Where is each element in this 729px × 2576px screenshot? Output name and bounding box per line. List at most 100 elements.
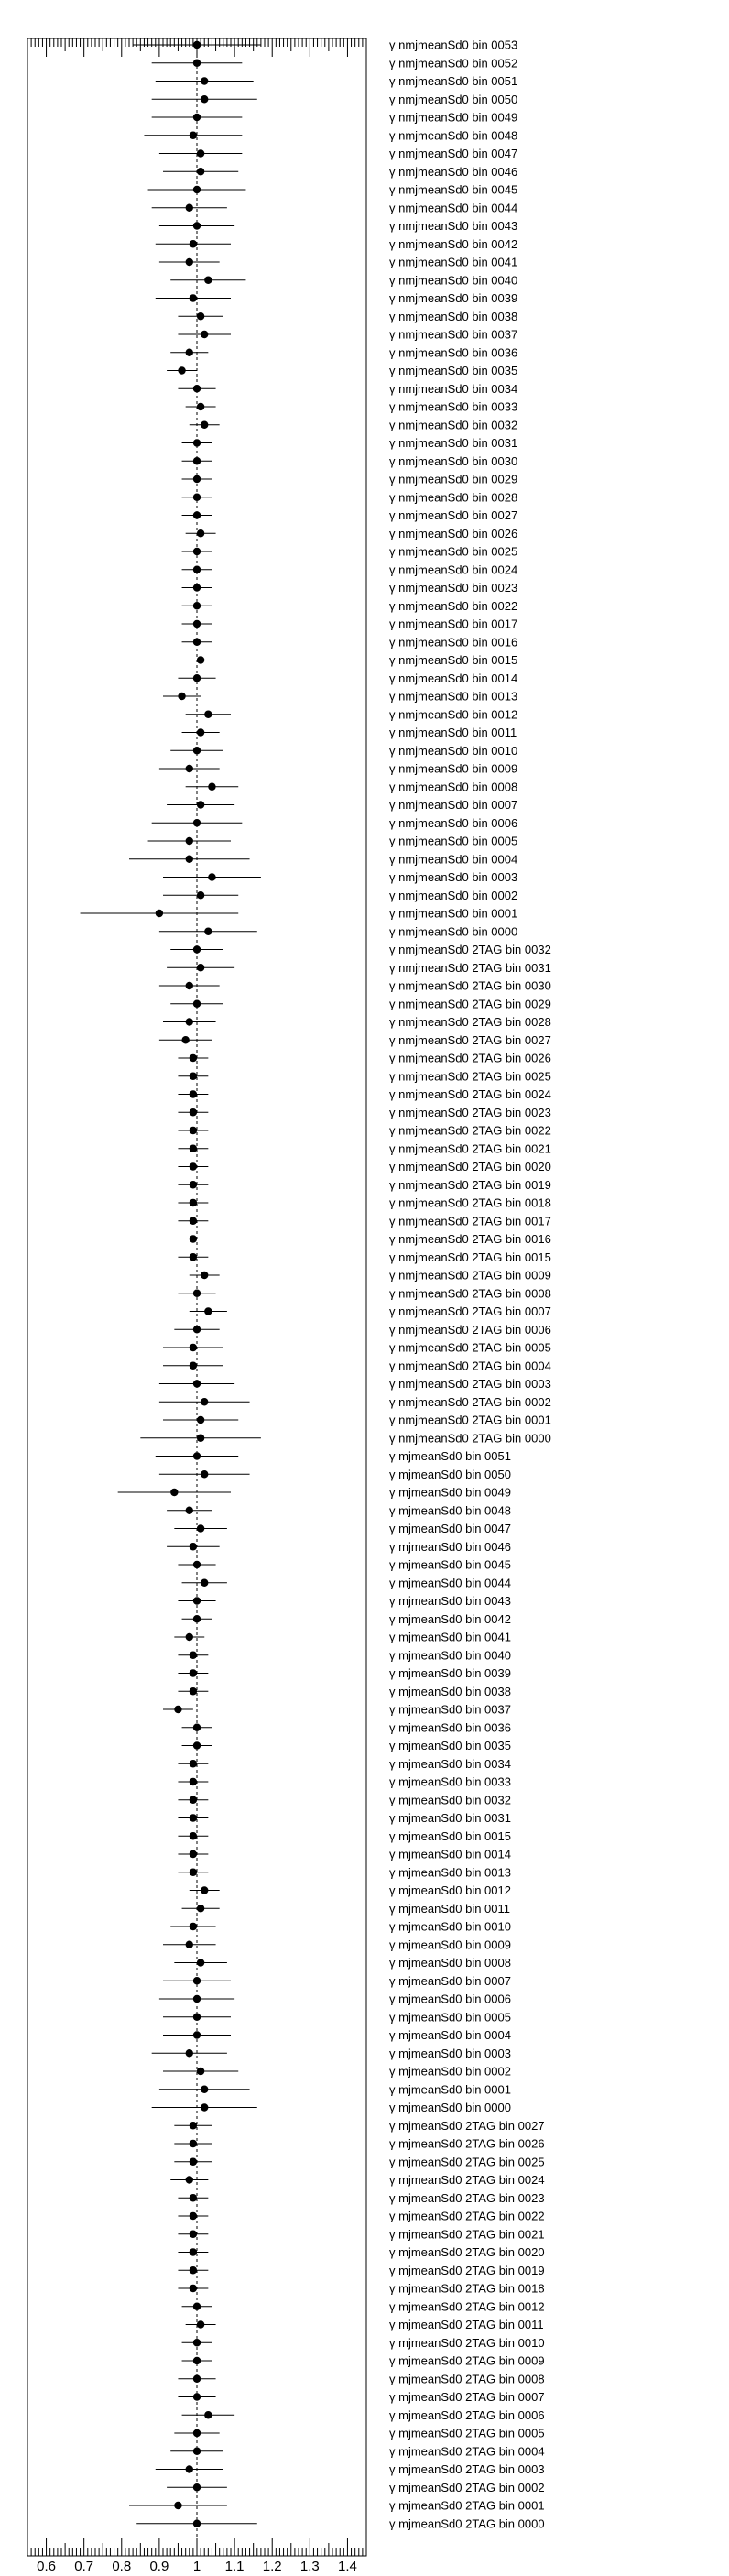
row-label: γ nmjmeanSd0 bin 0046	[389, 165, 517, 179]
data-point	[189, 2139, 198, 2148]
row-label: γ nmjmeanSd0 bin 0033	[389, 400, 517, 414]
data-point	[196, 891, 205, 900]
row-label: γ mjmeanSd0 bin 0003	[389, 2047, 511, 2060]
x-tick-label: 1.2	[263, 2559, 282, 2574]
data-point	[192, 439, 201, 447]
data-point	[208, 782, 216, 791]
row-label: γ mjmeanSd0 bin 0015	[389, 1829, 511, 1843]
row-label: γ nmjmeanSd0 bin 0036	[389, 345, 517, 359]
data-point	[192, 565, 201, 573]
row-label: γ nmjmeanSd0 2TAG bin 0004	[389, 1359, 551, 1372]
row-label: γ nmjmeanSd0 bin 0009	[389, 762, 517, 776]
data-point	[189, 1253, 198, 1261]
row-label: γ mjmeanSd0 bin 0040	[389, 1648, 511, 1662]
row-label: γ nmjmeanSd0 bin 0003	[389, 870, 517, 884]
data-point	[189, 1850, 198, 1859]
row-label: γ mjmeanSd0 bin 0046	[389, 1540, 511, 1554]
row-label: γ mjmeanSd0 2TAG bin 0001	[389, 2499, 545, 2513]
data-point	[192, 2519, 201, 2527]
data-point	[189, 1361, 198, 1370]
x-tick-label: 1.1	[225, 2559, 245, 2574]
data-point	[192, 1560, 201, 1569]
row-labels: γ nmjmeanSd0 bin 0053 γ nmjmeanSd0 bin 00…	[389, 38, 551, 2531]
data-point	[189, 2194, 198, 2202]
data-point	[189, 131, 198, 139]
row-label: γ mjmeanSd0 bin 0037	[389, 1703, 511, 1717]
row-label: γ mjmeanSd0 2TAG bin 0023	[389, 2191, 545, 2205]
data-point	[189, 1181, 198, 1189]
data-point	[201, 420, 209, 429]
data-point	[192, 547, 201, 556]
row-label: γ nmjmeanSd0 bin 0015	[389, 653, 517, 667]
data-point	[189, 1198, 198, 1207]
row-label: γ nmjmeanSd0 bin 0001	[389, 907, 517, 921]
row-label: γ nmjmeanSd0 2TAG bin 0016	[389, 1232, 551, 1246]
row-label: γ nmjmeanSd0 bin 0005	[389, 835, 517, 848]
data-point	[192, 2302, 201, 2310]
data-point	[192, 674, 201, 682]
data-point	[189, 1144, 198, 1152]
row-label: γ mjmeanSd0 2TAG bin 0022	[389, 2210, 545, 2223]
x-tick-label: 0.6	[37, 2559, 56, 2574]
data-point	[196, 1434, 205, 1442]
row-label: γ mjmeanSd0 2TAG bin 0006	[389, 2408, 545, 2422]
data-point	[189, 1687, 198, 1696]
row-label: γ mjmeanSd0 bin 0013	[389, 1865, 511, 1879]
data-point	[196, 2320, 205, 2329]
row-label: γ nmjmeanSd0 bin 0000	[389, 924, 517, 938]
row-label: γ mjmeanSd0 bin 0005	[389, 2010, 511, 2024]
row-label: γ nmjmeanSd0 bin 0023	[389, 581, 517, 595]
row-label: γ nmjmeanSd0 bin 0042	[389, 237, 517, 251]
data-point	[189, 1543, 198, 1551]
row-label: γ nmjmeanSd0 bin 0034	[389, 382, 517, 396]
row-label: γ mjmeanSd0 bin 0049	[389, 1486, 511, 1500]
row-label: γ nmjmeanSd0 bin 0041	[389, 256, 517, 269]
row-label: γ nmjmeanSd0 bin 0017	[389, 617, 517, 631]
row-label: γ mjmeanSd0 bin 0043	[389, 1594, 511, 1608]
data-point	[196, 168, 205, 176]
data-point	[185, 203, 193, 212]
row-label: γ nmjmeanSd0 2TAG bin 0023	[389, 1106, 551, 1119]
row-label: γ nmjmeanSd0 bin 0031	[389, 436, 517, 450]
data-point	[192, 385, 201, 393]
data-point	[192, 1380, 201, 1388]
row-label: γ mjmeanSd0 2TAG bin 0003	[389, 2462, 545, 2476]
x-tick-labels: 0.6 0.7 0.8 0.9 1 1.1 1.2 1.3 1.4	[37, 2559, 357, 2574]
data-point	[189, 1868, 198, 1876]
row-label: γ mjmeanSd0 bin 0042	[389, 1612, 511, 1626]
row-label: γ mjmeanSd0 2TAG bin 0027	[389, 2119, 545, 2133]
row-label: γ nmjmeanSd0 bin 0052	[389, 56, 517, 70]
data-point	[189, 1832, 198, 1840]
data-point	[185, 257, 193, 267]
data-point	[196, 801, 205, 809]
row-label: γ nmjmeanSd0 bin 0012	[389, 707, 517, 721]
data-point	[189, 1162, 198, 1171]
data-point	[189, 240, 198, 248]
row-label: γ nmjmeanSd0 bin 0048	[389, 128, 517, 142]
row-label: γ nmjmeanSd0 bin 0027	[389, 508, 517, 522]
data-point	[192, 1289, 201, 1297]
data-point	[192, 619, 201, 628]
row-label: γ mjmeanSd0 2TAG bin 0025	[389, 2155, 545, 2168]
row-label: γ mjmeanSd0 bin 0034	[389, 1757, 511, 1771]
data-point	[196, 312, 205, 321]
row-label: γ nmjmeanSd0 bin 0045	[389, 183, 517, 197]
data-point	[189, 2211, 198, 2221]
row-label: γ nmjmeanSd0 bin 0008	[389, 780, 517, 793]
row-label: γ mjmeanSd0 bin 0009	[389, 1937, 511, 1951]
row-label: γ nmjmeanSd0 bin 0053	[389, 38, 517, 52]
data-point	[185, 348, 193, 356]
row-label: γ nmjmeanSd0 2TAG bin 0028	[389, 1015, 551, 1029]
data-point	[192, 475, 201, 484]
data-point	[192, 1741, 201, 1750]
data-point	[196, 964, 205, 972]
row-label: γ nmjmeanSd0 2TAG bin 0021	[389, 1141, 551, 1155]
row-label: γ nmjmeanSd0 2TAG bin 0027	[389, 1033, 551, 1047]
row-label: γ nmjmeanSd0 2TAG bin 0018	[389, 1196, 551, 1210]
row-label: γ mjmeanSd0 bin 0033	[389, 1775, 511, 1789]
data-point	[189, 294, 198, 302]
data-point	[192, 113, 201, 122]
data-point	[189, 1235, 198, 1243]
data-point	[185, 2465, 193, 2473]
axis-ticks	[30, 38, 364, 2556]
